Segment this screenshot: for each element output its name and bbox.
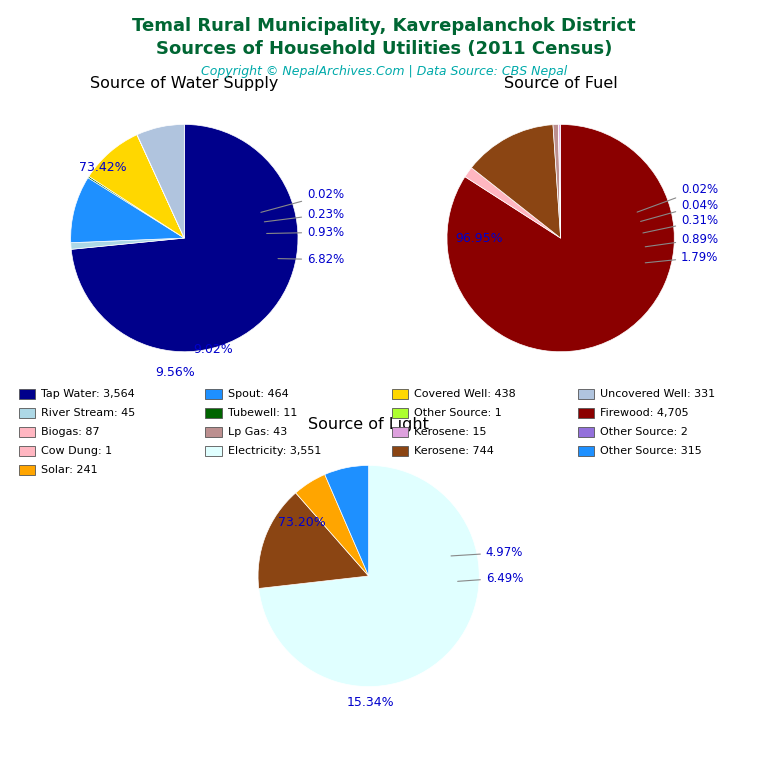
Text: Copyright © NepalArchives.Com | Data Source: CBS Nepal: Copyright © NepalArchives.Com | Data Sou… (201, 65, 567, 78)
Text: 0.89%: 0.89% (645, 233, 718, 247)
Text: 0.02%: 0.02% (261, 188, 344, 212)
Text: Tubewell: 11: Tubewell: 11 (227, 408, 297, 418)
Text: Kerosene: 15: Kerosene: 15 (414, 427, 486, 437)
Wedge shape (71, 238, 184, 250)
FancyBboxPatch shape (19, 427, 35, 437)
Title: Source of Light: Source of Light (308, 418, 429, 432)
FancyBboxPatch shape (392, 427, 408, 437)
Text: 6.49%: 6.49% (458, 571, 523, 584)
Text: 4.97%: 4.97% (451, 546, 523, 559)
Wedge shape (137, 124, 184, 238)
Text: Spout: 464: Spout: 464 (227, 389, 289, 399)
Wedge shape (71, 177, 184, 243)
Wedge shape (137, 134, 184, 238)
Wedge shape (559, 124, 561, 238)
Wedge shape (465, 167, 561, 238)
Wedge shape (325, 465, 369, 576)
FancyBboxPatch shape (205, 389, 222, 399)
Wedge shape (447, 124, 674, 352)
Text: 9.02%: 9.02% (193, 343, 233, 356)
Title: Source of Fuel: Source of Fuel (504, 76, 617, 91)
Text: Kerosene: 744: Kerosene: 744 (414, 446, 494, 456)
Text: Tap Water: 3,564: Tap Water: 3,564 (41, 389, 135, 399)
FancyBboxPatch shape (392, 408, 408, 418)
Text: Biogas: 87: Biogas: 87 (41, 427, 100, 437)
Text: 1.79%: 1.79% (645, 251, 719, 264)
FancyBboxPatch shape (578, 427, 594, 437)
Wedge shape (259, 465, 479, 687)
FancyBboxPatch shape (205, 427, 222, 437)
FancyBboxPatch shape (392, 389, 408, 399)
FancyBboxPatch shape (578, 389, 594, 399)
Text: 9.56%: 9.56% (155, 366, 195, 379)
Text: 0.02%: 0.02% (637, 183, 718, 212)
FancyBboxPatch shape (19, 389, 35, 399)
FancyBboxPatch shape (578, 408, 594, 418)
Text: Lp Gas: 43: Lp Gas: 43 (227, 427, 287, 437)
Text: Other Source: 2: Other Source: 2 (600, 427, 688, 437)
Wedge shape (553, 124, 561, 238)
FancyBboxPatch shape (205, 446, 222, 456)
Text: 73.42%: 73.42% (78, 161, 126, 174)
Text: Uncovered Well: 331: Uncovered Well: 331 (600, 389, 715, 399)
FancyBboxPatch shape (392, 446, 408, 456)
Text: 6.82%: 6.82% (278, 253, 344, 266)
Text: 0.04%: 0.04% (641, 198, 718, 221)
Wedge shape (258, 493, 369, 588)
Wedge shape (88, 177, 184, 238)
Title: Source of Water Supply: Source of Water Supply (90, 76, 279, 91)
FancyBboxPatch shape (19, 446, 35, 456)
Wedge shape (71, 124, 298, 352)
Text: 96.95%: 96.95% (455, 232, 502, 244)
Wedge shape (558, 124, 561, 238)
Wedge shape (89, 134, 184, 238)
FancyBboxPatch shape (19, 408, 35, 418)
Wedge shape (296, 475, 369, 576)
Text: 0.31%: 0.31% (643, 214, 718, 233)
Text: 0.23%: 0.23% (264, 207, 344, 222)
Wedge shape (472, 124, 561, 238)
Text: Other Source: 315: Other Source: 315 (600, 446, 702, 456)
FancyBboxPatch shape (205, 408, 222, 418)
Text: Sources of Household Utilities (2011 Census): Sources of Household Utilities (2011 Cen… (156, 40, 612, 58)
FancyBboxPatch shape (19, 465, 35, 475)
Text: River Stream: 45: River Stream: 45 (41, 408, 136, 418)
Text: Cow Dung: 1: Cow Dung: 1 (41, 446, 113, 456)
Text: Solar: 241: Solar: 241 (41, 465, 98, 475)
Text: 15.34%: 15.34% (347, 696, 395, 709)
Text: 73.20%: 73.20% (279, 516, 326, 529)
Text: Firewood: 4,705: Firewood: 4,705 (600, 408, 689, 418)
Text: Temal Rural Municipality, Kavrepalanchok District: Temal Rural Municipality, Kavrepalanchok… (132, 17, 636, 35)
Text: Electricity: 3,551: Electricity: 3,551 (227, 446, 321, 456)
FancyBboxPatch shape (578, 446, 594, 456)
Text: 0.93%: 0.93% (266, 226, 344, 239)
Text: Other Source: 1: Other Source: 1 (414, 408, 502, 418)
Text: Covered Well: 438: Covered Well: 438 (414, 389, 515, 399)
